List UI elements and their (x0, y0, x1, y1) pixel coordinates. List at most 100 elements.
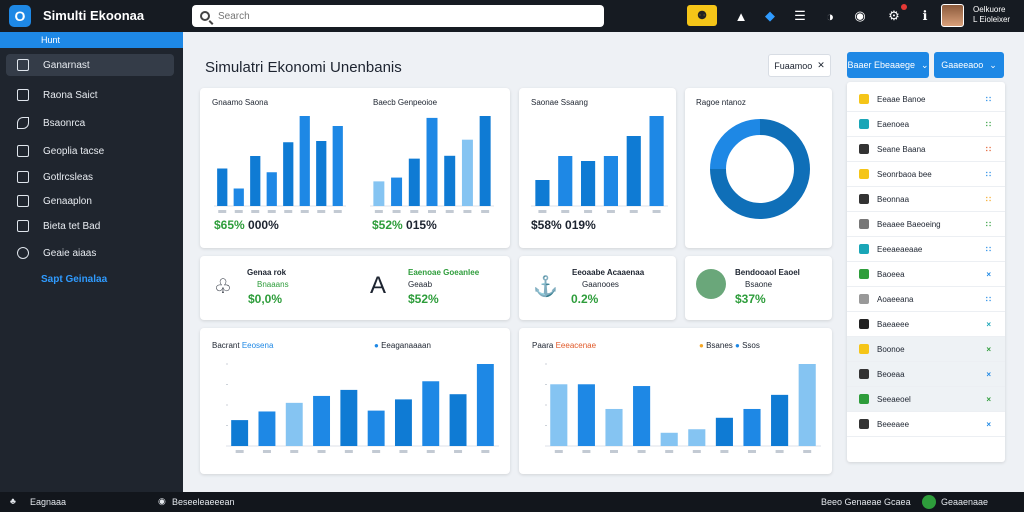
card-combined-charts: Gnaamo Saona Baecb Genpeoioe $65% 000% $… (200, 88, 510, 248)
avatar[interactable] (941, 4, 964, 27)
list-item-status-icon[interactable]: ∷ (985, 94, 991, 104)
list-item[interactable]: Aoaeeana ∷ (847, 287, 1005, 312)
list-item-icon (859, 419, 869, 429)
people-icon: ♧ (214, 276, 232, 298)
chevron-down-icon: ⌄ (989, 59, 997, 70)
list-item-label: Beonnaa (877, 194, 910, 204)
sidebar-item-data[interactable]: Bieta tet Bad (6, 215, 174, 237)
sidebar-item-geography[interactable]: Geoplia tacse (6, 140, 174, 162)
user-info[interactable]: Oelkuore L Eioleixer (973, 5, 1010, 25)
list-item-status-icon[interactable]: ∷ (985, 219, 991, 229)
list-item[interactable]: Seeaeoel × (847, 387, 1005, 412)
button-label: Baaer Ebeaaege (847, 60, 915, 70)
sidebar-item-browse[interactable]: Bsaonrca (6, 112, 174, 134)
list-item[interactable]: Baeaeee × (847, 312, 1005, 337)
list-item[interactable]: Beoeaa × (847, 362, 1005, 387)
list-item[interactable]: Eeeaeaeaae ∷ (847, 237, 1005, 262)
x-tick (267, 210, 276, 213)
bar (373, 181, 385, 206)
x-tick (652, 210, 661, 213)
card-stat-4: Bendooaol Eaoel Bsaone $37% (685, 256, 832, 320)
x-tick (317, 210, 326, 213)
list-item[interactable]: Beonnaa ∷ (847, 187, 1005, 212)
list-item-status-icon[interactable]: × (986, 344, 991, 354)
list-item-status-icon[interactable]: ∷ (985, 244, 991, 254)
compass-icon[interactable]: ◉ (854, 8, 866, 23)
search-box[interactable] (192, 5, 604, 27)
list-item-status-icon[interactable]: × (986, 319, 991, 329)
x-tick (481, 450, 490, 453)
monitor-icon (17, 89, 29, 101)
sidebar-item-goals[interactable]: Gotlrcsleas (6, 166, 174, 188)
list-item-icon (859, 244, 869, 254)
notification-bell-icon[interactable]: ⚉ (687, 5, 717, 26)
list-item[interactable]: Boonoe × (847, 337, 1005, 362)
x-tick (344, 450, 353, 453)
list-item[interactable]: Beeeaee × (847, 412, 1005, 437)
bar (426, 117, 438, 206)
list-item-status-icon[interactable]: × (986, 269, 991, 279)
list-item-status-icon[interactable]: ∷ (985, 119, 991, 129)
bar (558, 156, 573, 206)
status-user[interactable]: Geaaenaae (941, 497, 989, 507)
card-title: Paara Eeeacenae (532, 341, 597, 350)
drive-icon[interactable]: ▲ (734, 8, 748, 24)
x-tick (235, 450, 244, 453)
sidebar-item-dashboard[interactable]: Ganarnast (6, 54, 174, 76)
list-item-status-icon[interactable]: ∷ (985, 294, 991, 304)
bar (231, 420, 249, 446)
x-tick (803, 450, 812, 453)
sidebar-link[interactable]: Sapt Geinalaa (41, 274, 108, 285)
notification-dot (901, 4, 907, 10)
sidebar-item-reports[interactable]: Raona Saict (6, 84, 174, 106)
bar (391, 177, 403, 206)
metric-value: 0.2% (571, 292, 599, 306)
status-left[interactable]: Eagnaaa (30, 497, 67, 507)
search-input[interactable] (218, 10, 598, 22)
list-item-status-icon[interactable]: × (986, 394, 991, 404)
card-title: Bacrant Eeosena (212, 341, 274, 350)
sidebar-item-label: Raona Saict (43, 89, 98, 101)
bar (332, 126, 343, 206)
status-mid: Beseeleaeeean (172, 497, 235, 507)
x-tick (333, 210, 342, 213)
settings-icon[interactable]: ⚙ (888, 8, 900, 23)
sidebar-header[interactable]: Hunt (0, 32, 183, 48)
close-icon: ✕ (817, 60, 825, 70)
home-icon (17, 59, 29, 71)
sidebar-item-label: Geoplia tacse (43, 145, 105, 157)
app-logo-icon[interactable]: O (9, 5, 31, 27)
primary-action-button[interactable]: Baaer Ebeaaege ⌄ (847, 52, 929, 78)
x-tick (374, 210, 383, 213)
help-icon[interactable]: ℹ (922, 8, 928, 23)
metric-value: $52% (408, 292, 439, 306)
list-item-status-icon[interactable]: ∷ (985, 169, 991, 179)
status-bar: ♣ Eagnaaa ◉ Beseeleaeeean Beeo Genaeae G… (0, 492, 1024, 512)
list-item-status-icon[interactable]: × (986, 419, 991, 429)
sidebar: Hunt Ganarnast Raona Saict Bsaonrca Geop… (0, 32, 183, 492)
list-item-status-icon[interactable]: × (986, 369, 991, 379)
list-item-icon (859, 169, 869, 179)
list-item[interactable]: Beaaee Baeoeing ∷ (847, 212, 1005, 237)
metric-value: $58% 019% (531, 218, 596, 232)
sidebar-item-settings[interactable]: Geaie aiaas (6, 242, 174, 264)
clipboard-icon (17, 195, 29, 207)
x-tick (629, 210, 638, 213)
user-icon[interactable]: ◑ (826, 8, 834, 24)
card-bottom-chart-1: Bacrant Eeosena ● Eeaganaaaan (200, 328, 510, 474)
secondary-action-button[interactable]: Gaaeeaoo ⌄ (934, 52, 1004, 78)
list-item[interactable]: Eaenoea ∷ (847, 112, 1005, 137)
list-item-status-icon[interactable]: ∷ (985, 144, 991, 154)
list-item-status-icon[interactable]: ∷ (985, 194, 991, 204)
list-item[interactable]: Baoeea × (847, 262, 1005, 287)
list-item[interactable]: Seane Baana ∷ (847, 137, 1005, 162)
sidebar-item-general[interactable]: Genaaplon (6, 190, 174, 212)
list-icon[interactable]: ☰ (794, 8, 806, 23)
list-item[interactable]: Seonrbaoa bee ∷ (847, 162, 1005, 187)
list-item-icon (859, 319, 869, 329)
list-item-icon (859, 294, 869, 304)
list-item[interactable]: Eeaae Banoe ∷ (847, 87, 1005, 112)
pin-icon[interactable]: ◆ (765, 8, 775, 23)
list-item-label: Seane Baana (877, 144, 926, 154)
export-button[interactable]: Fuaamoo ✕ (768, 54, 831, 77)
